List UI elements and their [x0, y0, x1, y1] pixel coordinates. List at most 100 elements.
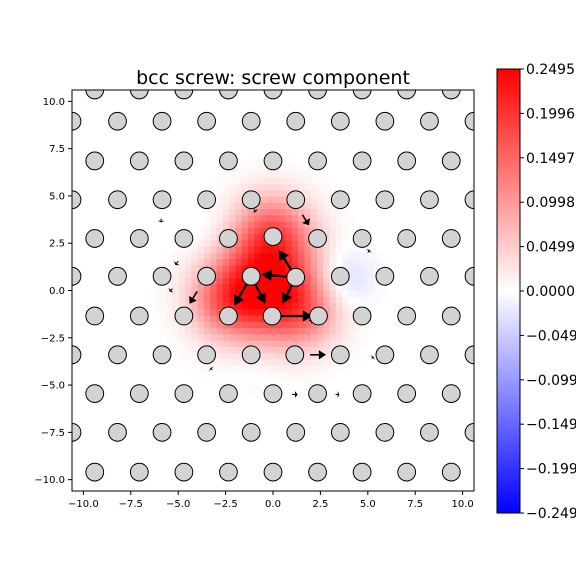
heatmap-cell — [298, 246, 306, 254]
heatmap-cell — [316, 196, 324, 204]
heatmap-cell — [235, 165, 243, 173]
heatmap-cell — [254, 221, 262, 229]
heatmap-cell — [279, 365, 287, 373]
heatmap-cell — [285, 378, 293, 386]
heatmap-cell — [197, 290, 205, 298]
atom — [263, 384, 283, 403]
heatmap-cell — [323, 365, 331, 373]
heatmap-cell — [210, 202, 218, 210]
heatmap-cell — [285, 171, 293, 179]
heatmap-cell — [335, 321, 343, 329]
heatmap-cell — [323, 227, 331, 235]
heatmap-cell — [329, 227, 337, 235]
heatmap-cell — [235, 340, 243, 348]
heatmap-cell — [210, 209, 218, 216]
atom — [219, 306, 238, 326]
heatmap-cell — [291, 290, 299, 298]
atom — [397, 229, 417, 248]
heatmap-cell — [279, 303, 287, 310]
heatmap-cell — [342, 328, 349, 335]
heatmap-cell — [310, 290, 318, 298]
heatmap-cell — [279, 371, 287, 379]
heatmap-cell — [229, 271, 236, 279]
heatmap-cell — [279, 234, 287, 241]
heatmap-cell — [247, 227, 255, 235]
heatmap-cell — [210, 252, 218, 260]
heatmap-cell — [348, 315, 356, 323]
heatmap-cell — [291, 334, 299, 342]
y-tick-label: −10.0 — [34, 475, 65, 486]
colorbar-tick-label: 0.0000 — [526, 284, 575, 300]
heatmap-cell — [203, 221, 211, 229]
heatmap-cell — [291, 378, 299, 386]
heatmap-cell — [197, 309, 205, 317]
heatmap-cell — [210, 183, 218, 191]
heatmap-cell — [222, 252, 230, 260]
x-tick-label: 2.5 — [312, 499, 328, 510]
heatmap-cell — [216, 209, 224, 216]
heatmap-cell — [379, 259, 387, 267]
heatmap-cell — [247, 240, 255, 248]
heatmap-cell — [342, 321, 349, 329]
atom — [108, 422, 127, 442]
heatmap-cell — [316, 221, 324, 229]
atom — [152, 111, 172, 131]
heatmap-cell — [222, 353, 230, 361]
heatmap-cell — [166, 309, 174, 317]
heatmap-cell — [348, 259, 356, 267]
heatmap-cell — [335, 290, 343, 298]
atom — [85, 384, 105, 403]
heatmap-cell — [241, 390, 249, 398]
heatmap-cell — [348, 290, 356, 298]
heatmap-cell — [323, 183, 331, 191]
atom — [330, 190, 350, 210]
displacement-arrow — [301, 214, 310, 226]
heatmap-cell — [254, 234, 262, 241]
heatmap-cell — [316, 259, 324, 267]
atom — [263, 151, 283, 171]
heatmap-cell — [266, 290, 274, 298]
heatmap-cell — [166, 334, 174, 342]
heatmap-cell — [285, 303, 293, 310]
heatmap-cell — [285, 259, 293, 267]
displacement-arrow — [173, 260, 180, 266]
heatmap-cell — [229, 215, 236, 223]
heatmap-cell — [291, 321, 299, 329]
atom — [308, 384, 327, 403]
heatmap-cell — [247, 384, 255, 392]
heatmap-cell — [323, 378, 331, 386]
heatmap-cell — [298, 371, 306, 379]
heatmap-cell — [260, 265, 268, 273]
heatmap-cell — [266, 177, 274, 185]
heatmap-cell — [266, 277, 274, 285]
heatmap-cell — [310, 321, 318, 329]
heatmap-cell — [229, 265, 236, 273]
heatmap-cell — [235, 309, 243, 317]
heatmap-cell — [166, 284, 174, 292]
heatmap-cell — [329, 240, 337, 248]
heatmap-cell — [191, 359, 199, 367]
heatmap-cell — [354, 290, 362, 298]
heatmap-cell — [210, 309, 218, 317]
heatmap-cell — [254, 290, 262, 298]
heatmap-cell — [329, 321, 337, 329]
heatmap-cell — [316, 359, 324, 367]
heatmap-cell — [310, 346, 318, 354]
heatmap-cell — [273, 303, 280, 310]
heatmap-cell — [247, 315, 255, 323]
heatmap-cell — [342, 315, 349, 323]
heatmap-cell — [298, 328, 306, 335]
atom — [441, 384, 461, 403]
heatmap-cell — [335, 221, 343, 229]
heatmap-cell — [260, 190, 268, 198]
atom — [309, 306, 328, 326]
heatmap-cell — [285, 328, 293, 335]
heatmap-cell — [210, 296, 218, 304]
heatmap-cell — [203, 334, 211, 342]
heatmap-cell — [203, 296, 211, 304]
heatmap-cell — [348, 252, 356, 260]
heatmap-cell — [203, 315, 211, 323]
heatmap-cell — [241, 309, 249, 317]
heatmap-cell — [298, 303, 306, 310]
heatmap-cell — [273, 177, 280, 185]
